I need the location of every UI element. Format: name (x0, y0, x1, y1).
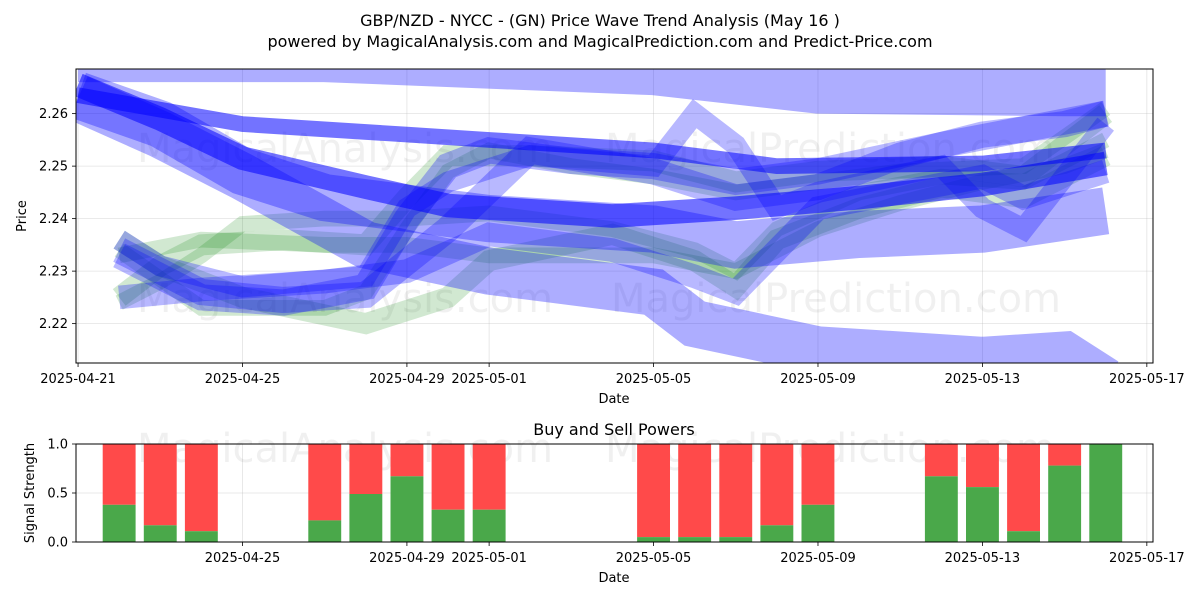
price-y-tick-label: 2.22 (39, 317, 68, 332)
sell-power-bar (143, 444, 177, 526)
sell-power-bar (801, 444, 835, 505)
sell-power-bar (966, 444, 999, 488)
price-y-tick-label: 2.25 (39, 160, 68, 175)
sell-power-bar (637, 444, 670, 538)
sell-power-bar (719, 444, 753, 538)
price-plot-frame (75, 68, 1154, 364)
signal-x-tick-label: 2025-05-01 (451, 551, 527, 566)
price-y-axis-label: Price (15, 200, 30, 232)
sell-power-bar (472, 444, 506, 510)
price-x-axis: 2025-04-21 2025-04-25 2025-04-29 2025-05-01… (40, 363, 1185, 387)
price-x-tick-label: 2025-04-29 (369, 372, 445, 387)
buy-power-bar (924, 476, 958, 542)
buy-power-bar (1007, 531, 1040, 542)
signal-y-tick-label: 1.0 (47, 438, 68, 453)
buy-power-bar (349, 494, 383, 542)
sell-power-bar (924, 444, 958, 477)
buy-power-bar (1048, 465, 1082, 542)
sell-power-bar (308, 444, 342, 521)
price-y-tick-label: 2.26 (39, 107, 68, 122)
price-x-tick-label: 2025-05-17 (1109, 372, 1185, 387)
sell-power-bar (1007, 444, 1040, 532)
signal-x-tick-label: 2025-05-09 (780, 551, 856, 566)
buy-power-bar (390, 476, 424, 542)
watermark-text: MagicalPrediction.com (611, 276, 1061, 322)
price-wave-bands (76, 69, 1119, 363)
blue-wave-band-3 (76, 76, 1119, 363)
blue-wave-band-7 (113, 100, 1109, 316)
buy-power-bar (637, 537, 670, 542)
signal-x-axis: 2025-04-25 2025-04-29 2025-05-01 2025-05-05… (205, 542, 1185, 566)
blue-wave-band-5 (76, 73, 1108, 228)
watermark-text: MagicalAnalysis.com (137, 276, 553, 322)
buy-power-bar (719, 537, 753, 542)
signal-bars (102, 444, 1123, 542)
price-y-tick-label: 2.23 (39, 265, 68, 280)
price-y-tick-label: 2.24 (39, 212, 68, 227)
chart-subtitle: powered by MagicalAnalysis.com and Magic… (267, 32, 932, 51)
signal-x-axis-label: Date (598, 571, 629, 586)
signal-x-tick-label: 2025-05-13 (945, 551, 1021, 566)
signal-y-axis: 0.0 0.5 1.0 (47, 438, 76, 551)
buy-power-bar (966, 487, 999, 542)
price-x-tick-label: 2025-05-09 (780, 372, 856, 387)
price-x-tick-label: 2025-05-05 (616, 372, 692, 387)
chart-title: GBP/NZD - NYCC - (GN) Price Wave Trend A… (360, 11, 840, 30)
sell-power-bar (431, 444, 465, 510)
price-x-tick-label: 2025-04-21 (40, 372, 116, 387)
blue-wave-band-4 (76, 87, 1107, 174)
green-wave-band-3 (114, 101, 1111, 316)
signal-x-tick-label: 2025-04-29 (369, 551, 445, 566)
buy-power-bar (143, 525, 177, 542)
price-x-tick-label: 2025-04-25 (205, 372, 281, 387)
buy-power-bar (1089, 444, 1123, 542)
buy-power-bar (678, 537, 712, 542)
sell-power-bar (678, 444, 712, 538)
signal-x-tick-label: 2025-05-17 (1109, 551, 1185, 566)
sell-power-bar (1048, 444, 1082, 466)
sell-power-bar (102, 444, 136, 505)
buy-power-bar (102, 504, 136, 542)
price-y-axis: 2.22 2.23 2.24 2.25 2.26 (39, 107, 76, 332)
signal-chart-title: Buy and Sell Powers (533, 420, 695, 439)
price-x-axis-label: Date (598, 392, 629, 407)
buy-power-bar (472, 509, 506, 542)
buy-power-bar (760, 525, 794, 542)
sell-power-bar (390, 444, 424, 477)
blue-wave-band-9 (113, 98, 1114, 298)
signal-y-tick-label: 0.5 (47, 487, 68, 502)
signal-y-tick-label: 0.0 (47, 536, 68, 551)
blue-wave-band-6 (113, 100, 1109, 314)
signal-x-tick-label: 2025-04-25 (205, 551, 281, 566)
signal-y-axis-label: Signal Strength (23, 443, 38, 543)
buy-power-bar (801, 504, 835, 542)
sell-power-bar (349, 444, 383, 494)
buy-power-bar (308, 520, 342, 542)
signal-x-tick-label: 2025-05-05 (616, 551, 692, 566)
price-x-tick-label: 2025-05-13 (945, 372, 1021, 387)
blue-wave-band-8 (118, 160, 1110, 310)
blue-wave-band-1 (78, 69, 1106, 117)
buy-power-bar (431, 509, 465, 542)
sell-power-bar (760, 444, 794, 526)
buy-power-bar (184, 531, 218, 542)
price-x-tick-label: 2025-05-01 (451, 372, 527, 387)
sell-power-bar (184, 444, 218, 532)
